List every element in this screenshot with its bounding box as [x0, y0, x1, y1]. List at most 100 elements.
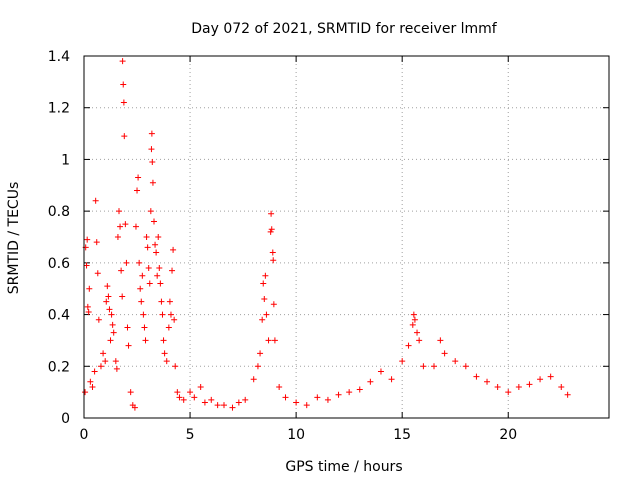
data-point: [94, 270, 101, 277]
data-point: [137, 285, 144, 292]
data-point: [250, 376, 257, 383]
data-point: [197, 383, 204, 390]
data-point: [109, 321, 116, 328]
data-point: [356, 386, 363, 393]
data-point: [437, 337, 444, 344]
data-point: [377, 368, 384, 375]
data-point: [158, 298, 165, 305]
data-point: [564, 391, 571, 398]
data-point: [85, 308, 92, 315]
data-point: [122, 221, 129, 228]
data-point: [324, 396, 331, 403]
data-point: [505, 389, 512, 396]
data-point: [494, 383, 501, 390]
data-point: [388, 376, 395, 383]
data-point: [131, 404, 138, 411]
data-point: [409, 321, 416, 328]
data-point: [268, 226, 275, 233]
data-point: [103, 298, 110, 305]
data-point: [152, 241, 159, 248]
data-point: [416, 337, 423, 344]
data-point: [242, 396, 249, 403]
data-point: [143, 234, 150, 240]
data-point: [171, 316, 178, 323]
data-point: [127, 389, 134, 396]
data-point: [163, 358, 170, 365]
x-tick-label: 20: [499, 427, 517, 443]
data-point: [116, 208, 122, 215]
data-point: [82, 389, 89, 396]
data-point: [83, 262, 90, 269]
data-point: [174, 389, 181, 396]
data-point: [165, 324, 172, 331]
data-point: [169, 267, 176, 274]
y-tick-label: 1.4: [48, 49, 70, 65]
data-point: [149, 159, 156, 166]
x-tick-label: 5: [186, 427, 195, 443]
data-point: [105, 293, 112, 300]
y-tick-label: 0.4: [48, 308, 70, 324]
data-point: [558, 383, 565, 390]
data-point: [261, 296, 268, 303]
data-point: [254, 363, 261, 370]
data-point: [146, 280, 153, 287]
data-point: [410, 311, 417, 318]
data-points: [82, 58, 571, 411]
data-point: [86, 285, 93, 292]
data-point: [159, 311, 166, 318]
data-point: [515, 383, 522, 390]
data-point: [114, 234, 121, 240]
data-point: [265, 337, 272, 344]
data-point: [161, 350, 168, 357]
data-point: [104, 283, 111, 290]
data-point: [144, 244, 151, 251]
data-point: [208, 396, 215, 403]
data-point: [282, 394, 289, 401]
chart-title: Day 072 of 2021, SRMTID for receiver lmm…: [191, 21, 498, 37]
data-point: [123, 259, 130, 266]
data-point: [154, 272, 161, 279]
data-point: [526, 381, 533, 388]
data-point: [367, 378, 374, 385]
data-point: [84, 236, 91, 243]
data-point: [108, 311, 115, 318]
axis-ticks: 0 5 10 15 20 0 0.2 0.4 0.6 0.8 1 1.2 1.4: [48, 49, 609, 443]
data-point: [121, 133, 128, 140]
data-point: [112, 358, 119, 365]
data-point: [91, 368, 98, 375]
x-tick-label: 10: [287, 427, 305, 443]
data-point: [303, 402, 310, 409]
data-point: [399, 358, 406, 365]
data-point: [148, 146, 155, 153]
data-point: [191, 394, 198, 401]
y-tick-label: 0.6: [48, 256, 70, 272]
data-point: [170, 246, 177, 253]
data-point: [148, 130, 155, 137]
data-point: [270, 301, 277, 308]
x-axis-label: GPS time / hours: [285, 459, 402, 475]
data-point: [140, 311, 147, 318]
data-point: [293, 399, 300, 406]
data-point: [156, 265, 163, 272]
data-point: [167, 311, 174, 318]
data-point: [151, 218, 157, 225]
data-point: [153, 249, 160, 256]
data-point: [268, 210, 275, 217]
data-point: [89, 383, 96, 390]
data-point: [84, 303, 91, 310]
data-point: [149, 179, 156, 186]
data-point: [119, 293, 126, 300]
data-point: [270, 257, 277, 264]
data-point: [113, 365, 120, 372]
data-point: [110, 329, 117, 336]
data-point: [431, 363, 437, 370]
data-point: [120, 81, 127, 88]
data-point: [141, 324, 148, 331]
data-point: [420, 363, 427, 370]
data-point: [132, 223, 139, 230]
data-point: [484, 378, 491, 385]
data-point: [172, 363, 179, 370]
data-point: [120, 99, 127, 106]
data-point: [235, 399, 242, 406]
data-point: [118, 267, 125, 274]
